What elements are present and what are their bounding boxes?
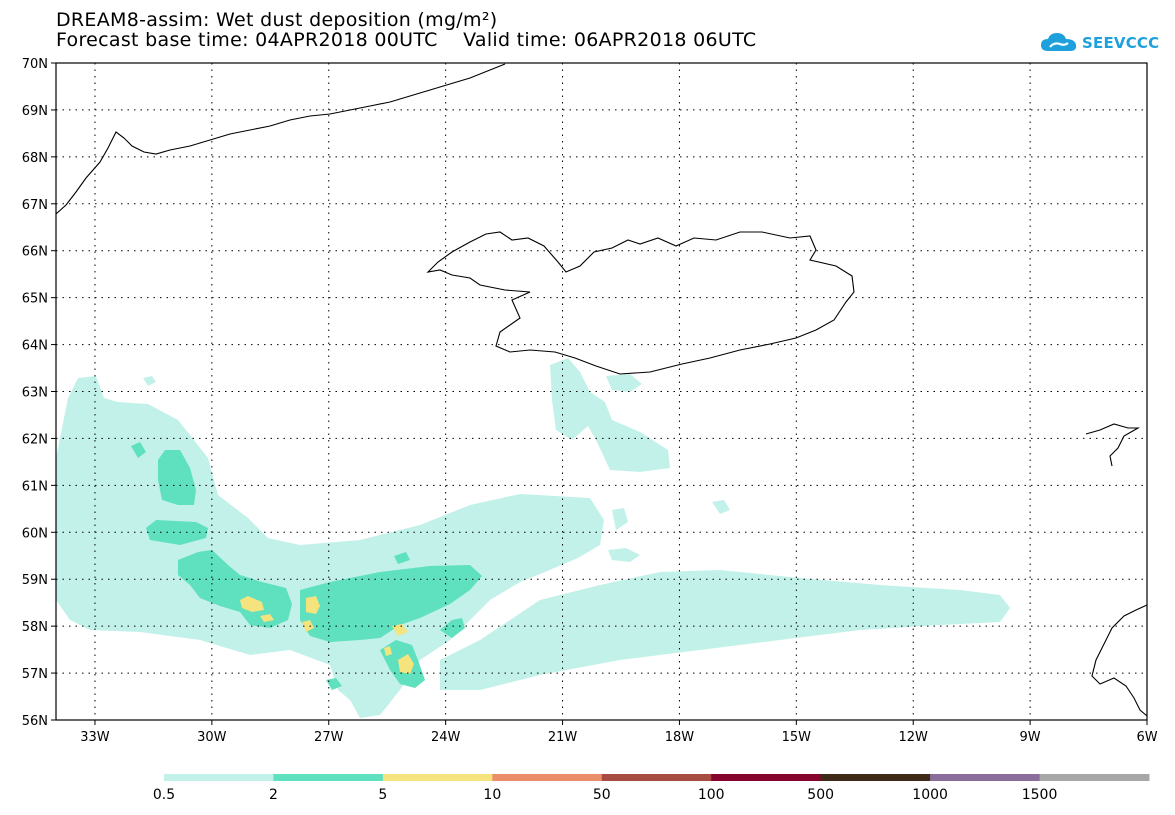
lat-tick-label: 61N <box>22 479 48 494</box>
colorbar-segment <box>711 774 822 781</box>
lon-tick-label: 21W <box>548 730 578 745</box>
colorbar-label: 100 <box>698 787 725 803</box>
colorbar-segment <box>164 774 274 781</box>
map-subtitle: Forecast base time: 04APR2018 00UTC Vali… <box>56 29 757 51</box>
lon-tick-label: 9W <box>1020 730 1041 745</box>
lat-tick-label: 66N <box>22 245 48 260</box>
colorbar: 0.5 2 5 10 50 100 500 1000 1500 <box>153 774 1150 803</box>
colorbar-label: 0.5 <box>153 787 175 803</box>
lon-tick-label: 15W <box>782 730 812 745</box>
scotland-coast <box>1091 604 1147 717</box>
lon-tick-label: 30W <box>197 730 227 745</box>
map-title: DREAM8-assim: Wet dust deposition (mg/m²… <box>56 9 498 31</box>
lat-tick-label: 58N <box>22 620 48 635</box>
colorbar-segment <box>930 774 1041 781</box>
lon-tick-label: 33W <box>80 730 110 745</box>
lat-tick-label: 63N <box>22 386 48 401</box>
iceland-coast <box>426 231 855 375</box>
deposition-band-2-5 <box>131 442 482 690</box>
lat-tick-label: 64N <box>22 339 48 354</box>
colorbar-label: 1000 <box>912 787 948 803</box>
colorbar-label: 1500 <box>1022 787 1058 803</box>
colorbar-segment <box>492 774 603 781</box>
lat-tick-label: 62N <box>22 432 48 447</box>
map-gridlines <box>56 63 1147 720</box>
lat-tick-label: 56N <box>22 714 48 729</box>
colorbar-segment <box>273 774 384 781</box>
lon-tick-label: 18W <box>665 730 695 745</box>
cloud-icon <box>1041 33 1077 51</box>
coastlines <box>56 63 1147 717</box>
logo-text: SEEVCCC <box>1082 34 1160 52</box>
dust-deposition-field <box>56 358 1010 718</box>
lat-tick-label: 59N <box>22 573 48 588</box>
colorbar-segment <box>820 774 931 781</box>
lon-tick-label: 6W <box>1136 730 1157 745</box>
colorbar-segment <box>601 774 712 781</box>
colorbar-segment <box>1039 774 1150 781</box>
lat-tick-label: 60N <box>22 526 48 541</box>
colorbar-label: 10 <box>483 787 501 803</box>
lon-tick-label: 27W <box>314 730 344 745</box>
colorbar-label: 5 <box>378 787 387 803</box>
lat-tick-label: 57N <box>22 667 48 682</box>
colorbar-label: 500 <box>807 787 834 803</box>
colorbar-segment <box>382 774 493 781</box>
lat-tick-label: 67N <box>22 198 48 213</box>
seevccc-logo: SEEVCCC <box>1040 28 1159 58</box>
greenland-coast <box>56 63 506 215</box>
lat-tick-label: 65N <box>22 292 48 307</box>
colorbar-label: 2 <box>269 787 278 803</box>
lon-tick-label: 24W <box>431 730 461 745</box>
lat-tick-label: 69N <box>22 104 48 119</box>
lat-tick-label: 68N <box>22 151 48 166</box>
lat-tick-label: 70N <box>22 57 48 72</box>
colorbar-label: 50 <box>593 787 611 803</box>
faroe-coast <box>1085 423 1141 467</box>
lon-tick-label: 12W <box>899 730 929 745</box>
deposition-band-0.5-2 <box>56 358 1010 718</box>
deposition-band-5-10 <box>240 596 414 674</box>
axis-labels: 33W 30W 27W 24W 21W 18W 15W 12W 9W 6W 56N 57N 58N 59N… <box>22 57 1158 745</box>
